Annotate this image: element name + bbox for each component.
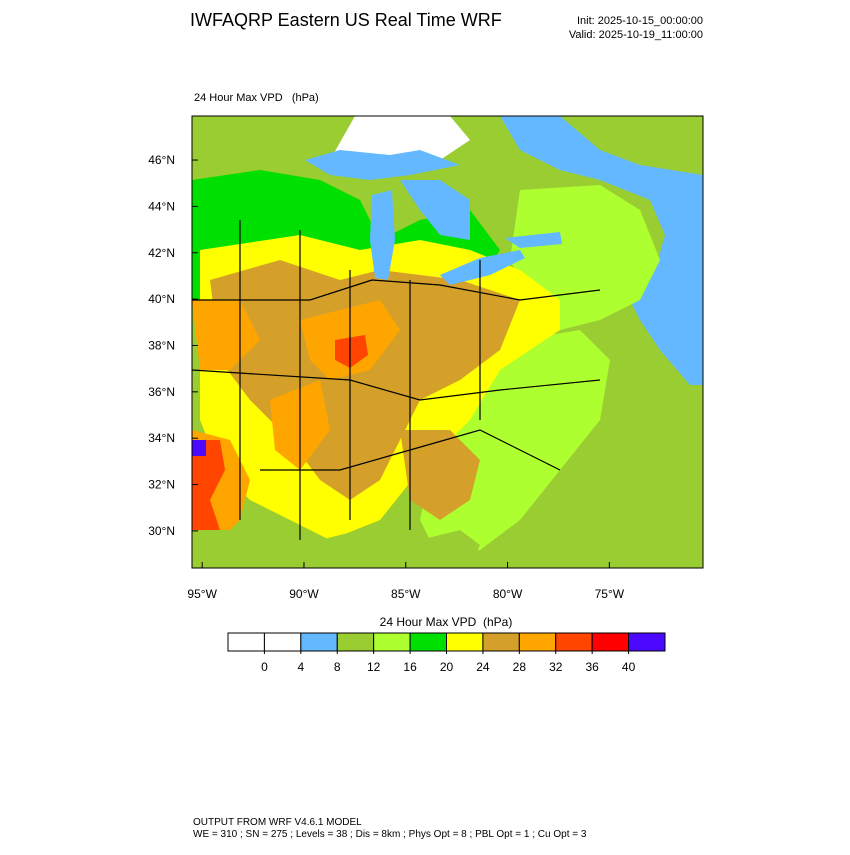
color-box (300, 632, 338, 652)
color-box (373, 632, 411, 652)
lon-tick-label: 85°W (391, 587, 421, 601)
lake-superior (305, 150, 460, 180)
state-borders (192, 220, 601, 540)
title: IWFAQRP Eastern US Real Time WRF (190, 10, 502, 30)
color-box (482, 632, 520, 652)
lat-tick-label: 46°N (148, 153, 175, 167)
level-label: 28 (513, 660, 527, 674)
level-label: 36 (585, 660, 599, 674)
color-box (409, 632, 448, 652)
lon-tick-label: 75°W (595, 587, 625, 601)
border-line (192, 369, 601, 401)
level-label: 0 (261, 660, 268, 674)
level-label: 8 (334, 660, 341, 674)
lake-erie (440, 250, 525, 285)
level-label: 24 (476, 660, 490, 674)
field-label: 24 Hour Max VPD (hPa) (194, 92, 319, 104)
colorbar: 0 4 8 12 16 20 24 28 32 36 40 (227, 632, 666, 674)
border-line (192, 279, 601, 301)
level-label: 40 (622, 660, 636, 674)
level-label: 12 (367, 660, 381, 674)
level-label: 16 (403, 660, 417, 674)
lat-tick-label: 36°N (148, 385, 175, 399)
lake-ontario (505, 232, 562, 248)
lon-tick-label: 80°W (493, 587, 523, 601)
color-box (555, 632, 593, 652)
lat-tick-label: 42°N (148, 246, 175, 260)
level-label: 32 (549, 660, 563, 674)
color-box (591, 632, 630, 652)
footer-line: WE = 310 ; SN = 275 ; Levels = 38 ; Dis … (193, 829, 587, 840)
init-time: Init: 2025-10-15_00:00:00 (577, 15, 703, 27)
axes: 95°W 90°W 85°W 80°W 75°W 30°N 32°N 34°N 36°N 38°N… (148, 153, 625, 601)
color-box (446, 632, 484, 652)
color-box (336, 632, 375, 652)
lat-tick-label: 34°N (148, 431, 175, 445)
west-orange (192, 300, 260, 370)
lat-tick-label: 40°N (148, 292, 175, 306)
lat-tick-label: 38°N (148, 338, 175, 352)
lat-tick-label: 44°N (148, 199, 175, 213)
lon-tick-label: 95°W (187, 587, 217, 601)
georgia-brown (400, 430, 480, 520)
lake-michigan (370, 190, 395, 280)
valid-time: Valid: 2025-10-19_11:00:00 (569, 29, 703, 41)
canada-lakes (500, 116, 650, 200)
level-label: 20 (440, 660, 454, 674)
footer-line: OUTPUT FROM WRF V4.6.1 MODEL (193, 817, 362, 828)
brown-zone (210, 260, 520, 500)
lon-tick-label: 90°W (289, 587, 319, 601)
map-frame (191, 115, 704, 569)
color-box (628, 632, 666, 652)
map (192, 116, 703, 568)
gulf (192, 530, 480, 568)
lat-tick-label: 30°N (148, 524, 175, 538)
color-box (518, 632, 557, 652)
texas-red (192, 440, 225, 545)
color-box (227, 632, 265, 652)
lake-huron (400, 180, 470, 240)
blue-patch (192, 440, 206, 456)
atlantic-north (630, 165, 703, 385)
lat-tick-label: 32°N (148, 478, 175, 492)
level-label: 4 (297, 660, 304, 674)
colorbar-title: 24 Hour Max VPD (hPa) (380, 615, 513, 629)
color-box (263, 632, 302, 652)
illinois-red (335, 335, 368, 368)
